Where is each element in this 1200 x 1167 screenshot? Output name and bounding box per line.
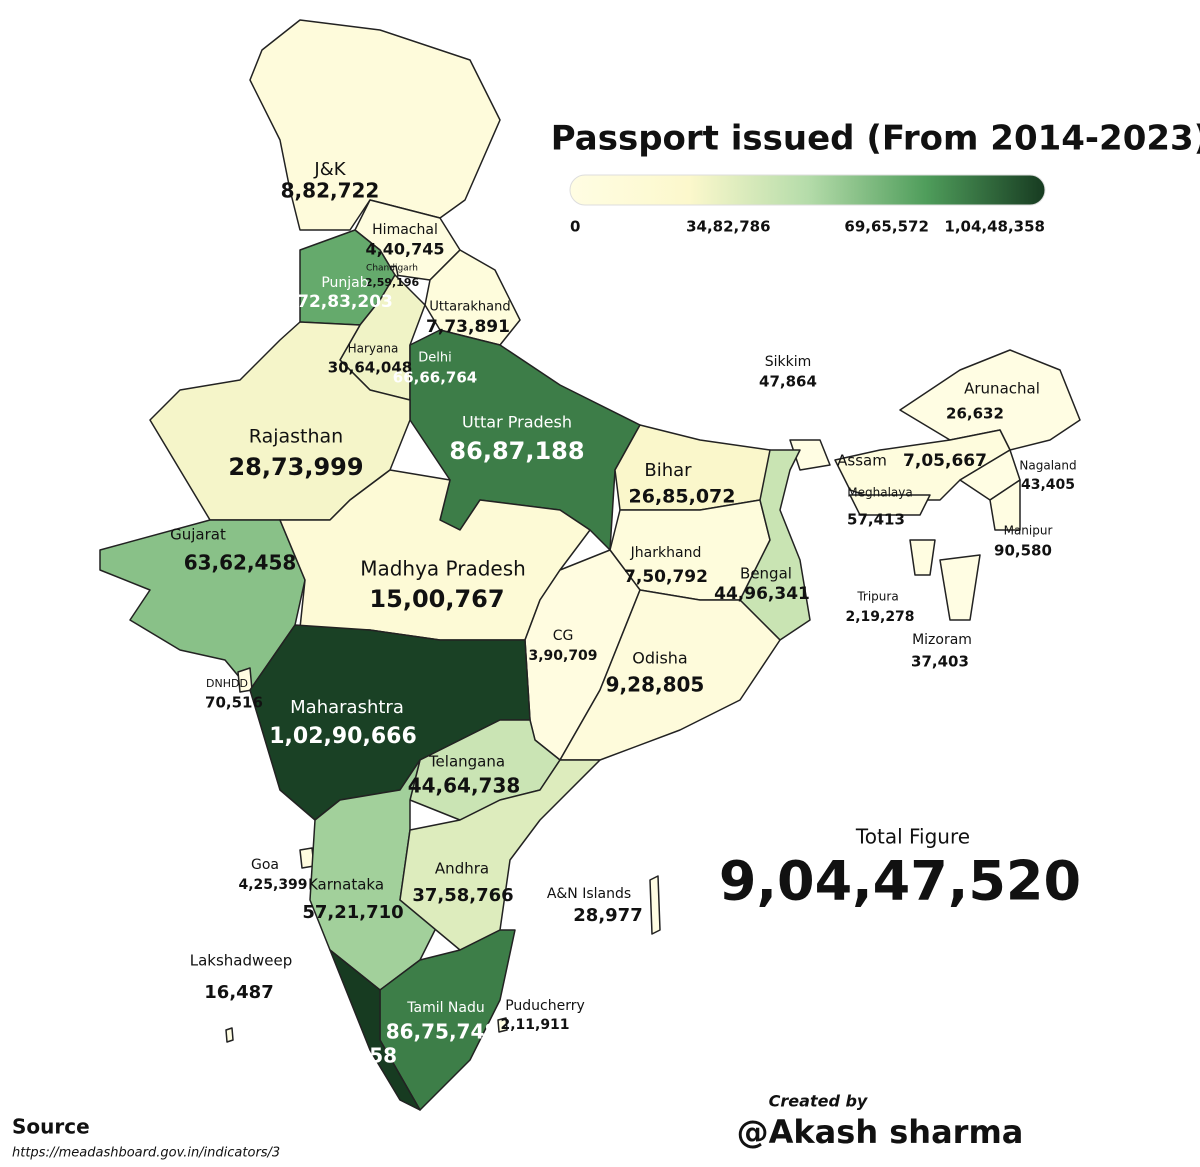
state-region: [99, 519, 306, 691]
region-name: DNHDD: [206, 677, 248, 690]
state-region: [789, 439, 831, 471]
region-name: Odisha: [632, 649, 687, 668]
region-name: CG: [553, 628, 574, 644]
region-name: Mizoram: [912, 632, 972, 648]
region-value: 43,405: [1021, 477, 1075, 493]
region-name: Tripura: [856, 590, 898, 604]
region-name: Karnataka: [308, 876, 384, 894]
region-value: 2,19,278: [845, 609, 914, 625]
colorbar-tick-label: 34,82,786: [686, 218, 770, 236]
state-region: [399, 759, 601, 951]
state-region: [989, 479, 1021, 531]
region-value: 2,59,196: [365, 276, 420, 289]
region-value: 7,73,891: [426, 317, 510, 337]
region-value: 26,632: [946, 405, 1004, 423]
region-name: Rajasthan: [249, 426, 343, 448]
region-value: 28,73,999: [228, 453, 363, 481]
labels: J&K8,82,722 Himachal 4,40,745 Chandigarh 2,5…: [170, 159, 1076, 1068]
region-name: Madhya Pradesh: [360, 557, 526, 581]
state-region: [559, 589, 781, 761]
total-label: Total Figure: [855, 825, 970, 849]
region-name: Lakshadweep: [190, 952, 293, 970]
colorbar-tick-label: 0: [570, 218, 580, 236]
region-value: 57,413: [847, 511, 905, 529]
region-value: 7,50,792: [624, 567, 708, 587]
region-value: 9,28,805: [606, 673, 705, 697]
region-value: 37,58,766: [412, 885, 513, 906]
region-value: 86,87,188: [449, 437, 584, 465]
region-name: Bengal: [740, 565, 792, 583]
region-name: Jharkhand: [630, 545, 702, 561]
region-value: 72,83,203: [297, 292, 393, 312]
region-value: 8,82,722: [281, 179, 380, 203]
state-region: [849, 494, 931, 516]
region-value: 30,64,048: [328, 359, 412, 377]
region-value: 90,580: [994, 542, 1052, 560]
region-name: Bihar: [644, 460, 692, 481]
region-value: 15,00,767: [369, 585, 504, 613]
region-name: J&K: [313, 159, 346, 180]
region-value: 70,516: [205, 694, 263, 712]
state-region: [649, 875, 661, 935]
region-name: Punjab: [321, 275, 368, 291]
region-value: 4,40,745: [366, 240, 445, 259]
colorbar-tick-label: 69,65,572: [844, 218, 928, 236]
region-name: Himachal: [372, 222, 438, 238]
region-name: Tamil Nadu: [406, 1000, 485, 1016]
states: [99, 19, 1081, 1111]
region-name: Manipur: [1004, 524, 1053, 538]
region-value: 16,487: [204, 982, 273, 1003]
region-name: Meghalaya: [847, 486, 912, 500]
source-url: https://meadashboard.gov.in/indicators/3: [12, 1146, 280, 1161]
region-value: 44,96,341: [714, 584, 810, 604]
state-region: [739, 449, 811, 641]
region-value: 37,403: [911, 653, 969, 671]
region-name: Haryana: [348, 342, 399, 356]
region-value: 28,977: [573, 905, 642, 926]
state-region: [497, 1017, 508, 1033]
region-name: Telangana: [428, 753, 505, 771]
region-name: Nagaland: [1019, 459, 1076, 473]
region-name: A&N Islands: [547, 886, 631, 902]
region-value: 86,75,748: [386, 1020, 499, 1044]
region-value: 26,85,072: [629, 486, 736, 508]
region-name: Goa: [251, 857, 279, 873]
region-value: 1,02,90,666: [269, 724, 417, 749]
region-value: 66,66,764: [393, 369, 477, 387]
state-region: [225, 1027, 234, 1043]
source-label: Source: [12, 1115, 90, 1139]
credit-label: Created by: [769, 1092, 868, 1111]
region-value: 47,864: [759, 373, 817, 391]
region-name: Chandigarh: [366, 264, 418, 274]
colorbar: [569, 174, 1046, 206]
region-value: 7,05,667: [903, 451, 987, 471]
region-value: 2,11,911: [500, 1017, 569, 1033]
region-name: Delhi: [418, 351, 451, 366]
state-region: [939, 554, 981, 621]
region-name: Kerala: [307, 1025, 351, 1041]
total-value: 9,04,47,520: [719, 850, 1081, 913]
region-name: Puducherry: [505, 998, 585, 1014]
state-region: [909, 539, 936, 576]
region-name: Uttarakhand: [429, 300, 510, 315]
state-region: [424, 249, 521, 346]
colorbar-tick-label: 1,04,48,358: [944, 218, 1045, 236]
region-value: 44,64,738: [408, 774, 521, 798]
state-region: [329, 949, 421, 1111]
region-value: 63,62,458: [184, 551, 297, 575]
region-name: Maharashtra: [290, 697, 404, 718]
legend-title: Passport issued (From 2014-2023): [551, 119, 1200, 159]
region-value: 57,21,710: [302, 902, 403, 923]
region-value: 4,25,399: [238, 877, 307, 893]
region-name: Arunachal: [964, 380, 1040, 398]
region-value: 1,04,48,358: [263, 1044, 397, 1068]
region-name: Gujarat: [170, 526, 226, 544]
region-name: Andhra: [435, 860, 489, 878]
region-name: Sikkim: [765, 354, 812, 370]
region-name: Assam: [837, 452, 887, 470]
region-name: Uttar Pradesh: [462, 413, 572, 432]
credit-author: @Akash sharma: [737, 1113, 1024, 1151]
region-value: 3,90,709: [528, 648, 597, 664]
